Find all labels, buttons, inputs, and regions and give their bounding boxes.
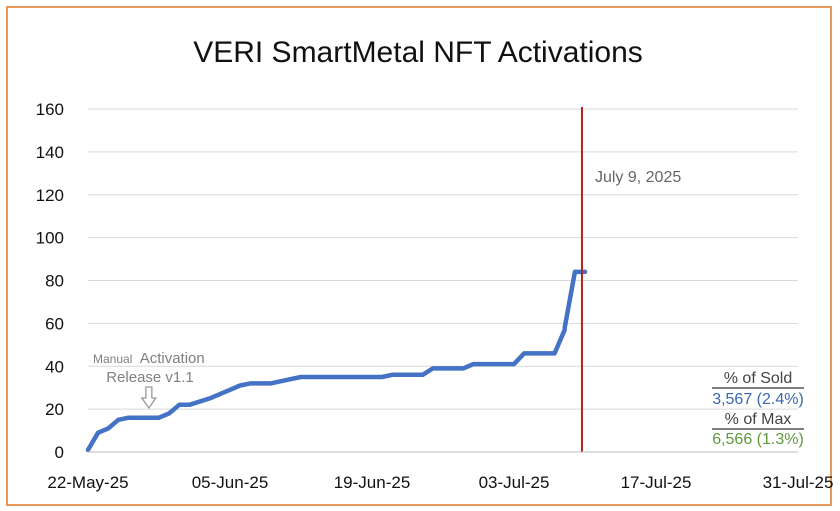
release-annotation: Manual Activation Release v1.1: [93, 350, 205, 410]
down-arrow-icon: [140, 386, 158, 410]
y-tick-label: 40: [45, 357, 64, 376]
y-tick-label: 80: [45, 272, 64, 291]
sold-label: % of Sold: [724, 370, 792, 387]
series-layer: [85, 269, 588, 453]
chart-frame: [6, 6, 832, 506]
max-value: 6,566 (1.3%): [712, 431, 804, 448]
annotation-manual: Manual: [93, 352, 132, 366]
annotation-line-1: Manual Activation: [93, 350, 205, 367]
stats-box: % of Sold 3,567 (2.4%) % of Max 6,566 (1…: [712, 370, 804, 448]
y-tick-label: 120: [36, 186, 64, 205]
y-axis-ticks: 0 20 40 60 80 100 120 140 160: [36, 100, 64, 462]
sold-value: 3,567 (2.4%): [712, 391, 804, 408]
x-tick-label: 03-Jul-25: [479, 473, 550, 492]
y-tick-label: 0: [55, 443, 64, 462]
x-tick-label: 22-May-25: [47, 473, 128, 492]
x-tick-label: 17-Jul-25: [621, 473, 692, 492]
y-tick-label: 20: [45, 400, 64, 419]
y-tick-label: 100: [36, 229, 64, 248]
x-tick-label: 31-Jul-25: [763, 473, 834, 492]
date-marker: July 9, 2025: [580, 107, 681, 452]
y-tick-label: 140: [36, 143, 64, 162]
marker-label: July 9, 2025: [595, 169, 681, 186]
gridlines: [88, 108, 798, 410]
x-axis-ticks: 22-May-25 05-Jun-25 19-Jun-25 03-Jul-25 17-J…: [47, 473, 833, 492]
annotation-line-2: Release v1.1: [106, 369, 194, 386]
x-tick-label: 19-Jun-25: [334, 473, 411, 492]
chart-title: VERI SmartMetal NFT Activations: [193, 36, 643, 69]
y-tick-label: 60: [45, 314, 64, 333]
max-label: % of Max: [725, 411, 792, 428]
y-tick-label: 160: [36, 100, 64, 119]
x-tick-label: 05-Jun-25: [192, 473, 269, 492]
annotation-activation: Activation: [140, 350, 205, 367]
